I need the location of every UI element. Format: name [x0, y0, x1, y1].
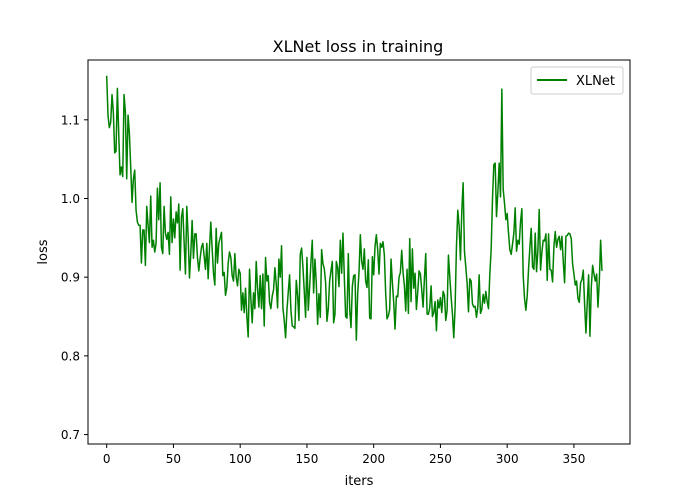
y-tick-label: 0.7: [61, 428, 80, 442]
x-tick-label: 350: [562, 452, 585, 466]
legend-label-xlnet: XLNet: [576, 74, 615, 89]
x-tick-label: 300: [496, 452, 519, 466]
y-tick-label: 0.9: [61, 271, 80, 285]
x-tick-label: 100: [229, 452, 252, 466]
x-tick-label: 50: [166, 452, 181, 466]
y-tick-label: 1.1: [61, 113, 80, 127]
x-axis-label: iters: [345, 474, 374, 489]
y-axis-ticks: 0.7 0.8 0.9 1.0 1.1: [61, 113, 88, 442]
chart-title: XLNet loss in training: [273, 37, 444, 56]
legend-box: [530, 66, 624, 95]
y-tick-label: 1.0: [61, 192, 80, 206]
legend: XLNet: [530, 66, 624, 95]
x-axis-ticks: 0 50 100 150 200 250 300 350: [103, 444, 585, 466]
series-layer: [105, 75, 603, 341]
x-tick-label: 200: [362, 452, 385, 466]
x-tick-label: 0: [103, 452, 111, 466]
axes-frame: [87, 59, 631, 445]
series-line-xlnet: [105, 75, 603, 341]
plot-area: 0 50 100 150 200 250 300 350 0.7 0.8 0.9 1.0 1.1: [61, 59, 631, 466]
x-tick-label: 250: [429, 452, 452, 466]
x-tick-label: 150: [295, 452, 318, 466]
y-axis-label: loss: [36, 239, 51, 264]
y-tick-label: 0.8: [61, 349, 80, 363]
